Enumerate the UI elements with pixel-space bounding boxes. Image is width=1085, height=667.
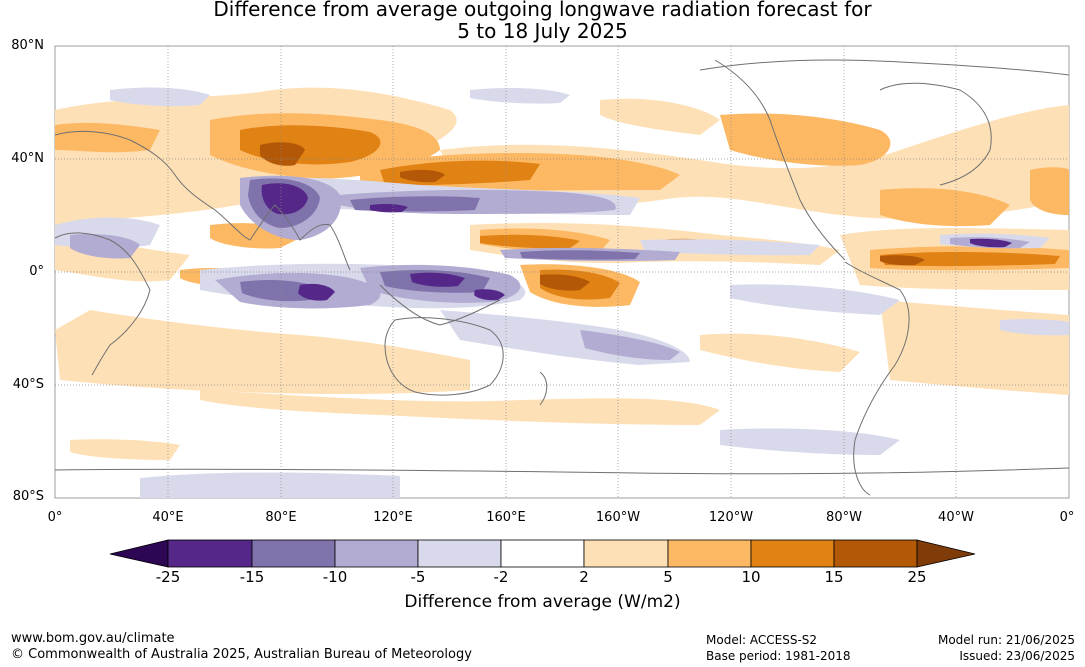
colorbar-bin xyxy=(750,539,835,568)
negative-anomaly-15-25 xyxy=(261,183,1012,301)
lat-label: 40°N xyxy=(11,151,44,166)
lat-label: 80°S xyxy=(12,489,44,504)
map-title-line1: Difference from average outgoing longwav… xyxy=(213,0,872,21)
colorbar-tick: 5 xyxy=(663,568,673,586)
colorbar-bin xyxy=(667,539,752,568)
lon-label: 0° xyxy=(47,510,63,525)
colorbar-bin xyxy=(833,539,918,568)
lon-label: 120°W xyxy=(708,510,754,525)
map-title-line2: 5 to 18 July 2025 xyxy=(457,19,628,43)
colorbar-tick: -25 xyxy=(155,568,181,586)
colorbar-title: Difference from average (W/m2) xyxy=(404,592,681,612)
colorbar-bin xyxy=(583,539,669,568)
coastlines xyxy=(55,59,1069,496)
colorbar-tick: -10 xyxy=(322,568,348,586)
colorbar-bin xyxy=(334,539,419,568)
colorbar-bin xyxy=(251,539,336,568)
colorbar-tick: 25 xyxy=(907,568,927,586)
footer-copyright: © Commonwealth of Australia 2025, Austra… xyxy=(11,647,472,662)
graticule xyxy=(55,46,1069,498)
lat-label: 40°S xyxy=(12,377,44,392)
lon-label: 160°W xyxy=(595,510,641,525)
colorbar-tick: -15 xyxy=(239,568,265,586)
colorbar-tick: 10 xyxy=(741,568,761,586)
colorbar-bin xyxy=(500,539,585,568)
colorbar-high-triangle xyxy=(916,539,976,568)
colorbar xyxy=(109,539,976,568)
colorbar-tick: -2 xyxy=(493,568,509,586)
lon-label: 0° xyxy=(1059,510,1075,525)
lon-label: 120°E xyxy=(373,510,413,525)
colorbar-low-triangle xyxy=(109,539,169,568)
lon-label: 80°W xyxy=(826,510,862,525)
colorbar-tick: -5 xyxy=(410,568,426,586)
lon-label: 160°E xyxy=(486,510,526,525)
colorbar-tick: 15 xyxy=(824,568,844,586)
lat-label: 80°N xyxy=(11,38,44,53)
lat-label: 0° xyxy=(29,264,44,279)
footer-website: www.bom.gov.au/climate xyxy=(11,631,175,646)
colorbar-bin xyxy=(417,539,502,568)
anomaly-fields xyxy=(55,59,1069,498)
lon-label: 80°E xyxy=(265,510,297,525)
colorbar-bin xyxy=(167,539,253,568)
lon-label: 40°W xyxy=(938,510,974,525)
footer-issued: Issued: 23/06/2025 xyxy=(959,649,1075,663)
colorbar-tick: 2 xyxy=(579,568,589,586)
positive-anomaly-15-25 xyxy=(260,142,925,291)
footer-model-run: Model run: 21/06/2025 xyxy=(937,633,1075,647)
footer-model: Model: ACCESS-S2 xyxy=(706,633,818,647)
lon-label: 40°E xyxy=(152,510,184,525)
footer-base-period: Base period: 1981-2018 xyxy=(706,649,851,663)
